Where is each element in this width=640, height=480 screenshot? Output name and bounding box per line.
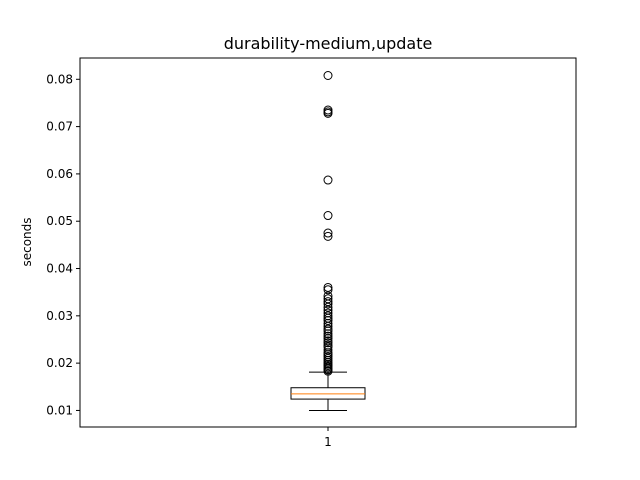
outlier-point: [323, 299, 333, 309]
x-tick-label: 1: [324, 435, 332, 449]
outlier-point: [323, 108, 333, 118]
y-tick-label: 0.04: [46, 262, 73, 276]
outlier-point: [323, 228, 333, 238]
outlier-point: [323, 175, 333, 185]
y-tick-label: 0.07: [46, 120, 73, 134]
y-tick-label: 0.05: [46, 214, 73, 228]
outlier-point: [323, 294, 333, 304]
outlier-point: [323, 331, 333, 341]
outlier-point: [323, 329, 333, 339]
y-tick-label: 0.03: [46, 309, 73, 323]
outlier-point: [323, 282, 333, 292]
outlier-point: [323, 71, 333, 81]
y-axis: 0.01 0.02 0.03 0.04 0.05 0.06 0.07 0.08: [46, 72, 80, 417]
y-axis-label: seconds: [20, 217, 34, 266]
y-tick-label: 0.01: [46, 403, 73, 417]
chart-title: durability-medium,update: [224, 34, 433, 53]
outlier-point: [323, 366, 333, 376]
y-tick-label: 0.06: [46, 167, 73, 181]
outliers: [323, 71, 333, 376]
outlier-point: [323, 302, 333, 312]
boxplot: [290, 371, 366, 411]
outlier-point: [323, 297, 333, 307]
outlier-point: [323, 316, 333, 326]
y-tick-label: 0.08: [46, 72, 73, 86]
outlier-point: [323, 334, 333, 344]
outlier-point: [323, 285, 333, 295]
y-tick-label: 0.02: [46, 356, 73, 370]
outlier-point: [323, 211, 333, 221]
x-axis: 1: [324, 427, 332, 449]
outlier-point: [323, 338, 333, 348]
outlier-point: [323, 345, 333, 355]
outlier-point: [323, 231, 333, 241]
